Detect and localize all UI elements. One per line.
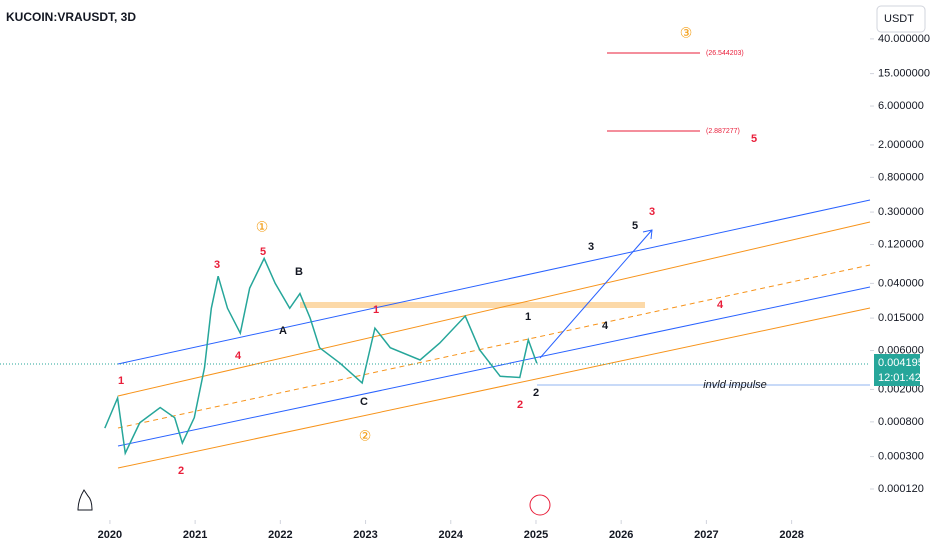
wave-label: 3 [649, 206, 655, 218]
wave-label: 2 [517, 399, 523, 411]
projection-arrow [539, 229, 653, 359]
wave-label: 2 [178, 465, 184, 477]
price-label: 0.004195 [878, 357, 924, 369]
y-tick-label: 0.040000 [878, 277, 924, 289]
x-tick-label: 2023 [353, 529, 377, 541]
x-tick-label: 2025 [524, 529, 548, 541]
wave-label: ② [359, 428, 372, 444]
logo [77, 489, 93, 511]
x-tick-label: 2022 [268, 529, 292, 541]
y-tick-label: 40.000000 [878, 33, 930, 45]
wave-label: 5 [751, 133, 757, 145]
y-tick-label: 0.300000 [878, 206, 924, 218]
y-tick-label: 0.800000 [878, 171, 924, 183]
x-tick-label: 2021 [183, 529, 207, 541]
channel-line [117, 199, 871, 365]
target-label: (26.544203) [706, 50, 744, 57]
target-label: (2.887277) [706, 128, 740, 135]
channel-mid [117, 264, 871, 429]
y-tick-label: 0.000300 [878, 450, 924, 462]
y-tick-label: 0.002000 [878, 383, 924, 395]
x-tick-label: 2020 [98, 529, 122, 541]
y-tick-label: 0.120000 [878, 238, 924, 250]
wave-label: 5 [260, 246, 266, 258]
event-icon[interactable] [529, 494, 551, 516]
x-tick-label: 2026 [609, 529, 633, 541]
note: invld impulse [703, 379, 767, 391]
wave-label: 1 [525, 311, 531, 323]
channel-line [117, 307, 871, 469]
y-tick-label: 6.000000 [878, 100, 924, 112]
y-tick-label: 0.015000 [878, 312, 924, 324]
y-tick-label: 15.000000 [878, 68, 930, 80]
price-box [874, 354, 920, 386]
annotations: ① 5 3 4 1 2 A B C ② ③ 1 2 2 1 3 4 5 3 4 … [118, 25, 767, 477]
wave-label: ① [256, 219, 269, 235]
chart-title: KUCOIN:VRAUSDT, 3D [6, 10, 136, 24]
countdown: 12:01:42 [878, 372, 921, 384]
wave-label: 4 [602, 320, 609, 332]
y-tick-label: 2.000000 [878, 139, 924, 151]
wave-label: A [279, 325, 287, 337]
wave-label: 2 [533, 387, 539, 399]
wave-label: 1 [373, 304, 379, 316]
channel-line [117, 221, 871, 397]
y-tick-label: 0.000120 [878, 483, 924, 495]
wave-label: B [295, 266, 303, 278]
channel-line [117, 286, 871, 447]
wave-label: 5 [632, 220, 638, 232]
wave-label: 3 [214, 259, 220, 271]
wave-label: C [360, 396, 368, 408]
x-tick-label: 2027 [694, 529, 718, 541]
wave-label: 1 [118, 375, 124, 387]
y-tick-label: 0.006000 [878, 344, 924, 356]
x-tick-label: 2024 [439, 529, 464, 541]
y-tick-label: 0.000800 [878, 416, 924, 428]
price-line-series [104, 256, 538, 456]
currency[interactable]: USDT [884, 13, 914, 25]
currency-box[interactable] [876, 5, 926, 33]
arrow-head [642, 229, 653, 240]
wave-label: 4 [235, 350, 242, 362]
wave-label: ③ [680, 25, 693, 41]
x-tick-label: 2028 [779, 529, 803, 541]
drawings [0, 52, 871, 516]
wave-label: 4 [717, 299, 724, 311]
resistance-zone [300, 302, 645, 308]
wave-label: 3 [588, 241, 594, 253]
